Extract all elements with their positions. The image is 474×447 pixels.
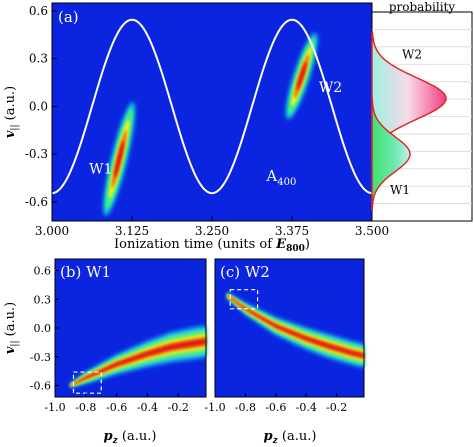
panel-c-frame <box>214 258 365 398</box>
a-x-tick-label: 3.500 <box>355 224 389 238</box>
distribution-layer <box>70 338 207 386</box>
a-y-tick-label: -0.6 <box>25 195 48 209</box>
panel-a-x-axis-label: Ionization time (units of E800) <box>114 237 310 254</box>
x-tick-label: -1.0 <box>204 401 225 414</box>
probability-title: probability <box>389 0 455 14</box>
panel-a-label: (a) <box>58 8 79 26</box>
distribution-layer <box>227 294 364 360</box>
x-tick-label: -0.8 <box>235 401 256 414</box>
y-tick-label: 0.0 <box>34 322 52 335</box>
a-x-tick-label: 3.000 <box>35 224 69 238</box>
panel-c-distribution <box>227 292 364 368</box>
probability-w2-label: W2 <box>402 48 422 62</box>
probability-panel: probability W2 W1 <box>371 0 473 222</box>
panel-b-distribution <box>70 325 207 388</box>
a-x-tick-label: 3.250 <box>195 224 229 238</box>
x-tick-label: -0.4 <box>137 401 158 414</box>
panel-b-dashed-box <box>72 371 102 394</box>
a-distribution-w2 <box>296 62 307 91</box>
x-tick-label: -0.6 <box>265 401 286 414</box>
panel-a-distributions <box>103 33 318 216</box>
y-tick-label: 0.3 <box>34 293 52 306</box>
a-distribution-w1 <box>114 140 125 178</box>
panel-b-plot-area <box>55 259 206 397</box>
panel-c: -1.0 -0.8 -0.6 -0.4 -0.2 (c) W2 pz (a.u.) <box>204 258 365 446</box>
x-tick-label: -0.2 <box>168 401 189 414</box>
a-y-tick-label: 0.0 <box>29 99 48 113</box>
panel-a: 3.000 3.125 3.250 3.375 3.500 0.6 0.3 0.0 -0.3 -… <box>3 2 389 254</box>
panel-c-dashed-box <box>229 289 259 310</box>
a-y-tick-label: 0.6 <box>29 4 48 18</box>
panel-a-y-ticks: 0.6 0.3 0.0 -0.3 -0.6 <box>25 4 57 209</box>
panel-b-y-axis-label: v|| (a.u.) <box>3 302 20 354</box>
a-x-tick-label: 3.375 <box>275 224 309 238</box>
panel-b-y-ticks: 0.6 0.3 0.0 -0.3 -0.6 <box>30 265 59 393</box>
x-tick-label: -0.2 <box>326 401 347 414</box>
a-y-tick-label: -0.3 <box>25 147 48 161</box>
panel-c-x-ticks: -1.0 -0.8 -0.6 -0.4 -0.2 <box>204 393 347 414</box>
panel-a-plot-area <box>52 3 372 221</box>
w1-label: W1 <box>89 161 112 177</box>
a400-label: A400 <box>265 167 296 188</box>
panel-a-y-axis-label: v|| (a.u.) <box>3 86 20 138</box>
a-x-tick-label: 3.125 <box>115 224 149 238</box>
a-y-tick-label: 0.3 <box>29 52 48 66</box>
y-tick-label: 0.6 <box>34 265 52 278</box>
x-tick-label: -0.6 <box>106 401 127 414</box>
x-tick-label: -0.8 <box>75 401 96 414</box>
x-tick-label: -0.4 <box>296 401 317 414</box>
panel-b: -1.0 -0.8 -0.6 -0.4 -0.2 0.6 0.3 0.0 -0.3 -0.6 (… <box>3 258 207 446</box>
y-tick-label: -0.3 <box>30 351 51 364</box>
y-tick-label: -0.6 <box>30 380 51 393</box>
panel-b-x-ticks: -1.0 -0.8 -0.6 -0.4 -0.2 <box>44 393 189 414</box>
panel-a-x-ticks: 3.000 3.125 3.250 3.375 3.500 <box>35 216 389 238</box>
panel-c-label: (c) W2 <box>220 263 270 281</box>
x-tick-label: -1.0 <box>44 401 65 414</box>
w2-label: W2 <box>319 80 342 96</box>
probability-w1-label: W1 <box>390 183 410 197</box>
panel-b-x-axis-label: pz (a.u.) <box>104 429 157 446</box>
panel-b-label: (b) W1 <box>60 263 111 281</box>
distribution-layer <box>227 294 364 358</box>
panel-c-x-axis-label: pz (a.u.) <box>264 429 317 446</box>
a400-curve <box>51 18 373 195</box>
probability-w1-area <box>371 97 411 211</box>
